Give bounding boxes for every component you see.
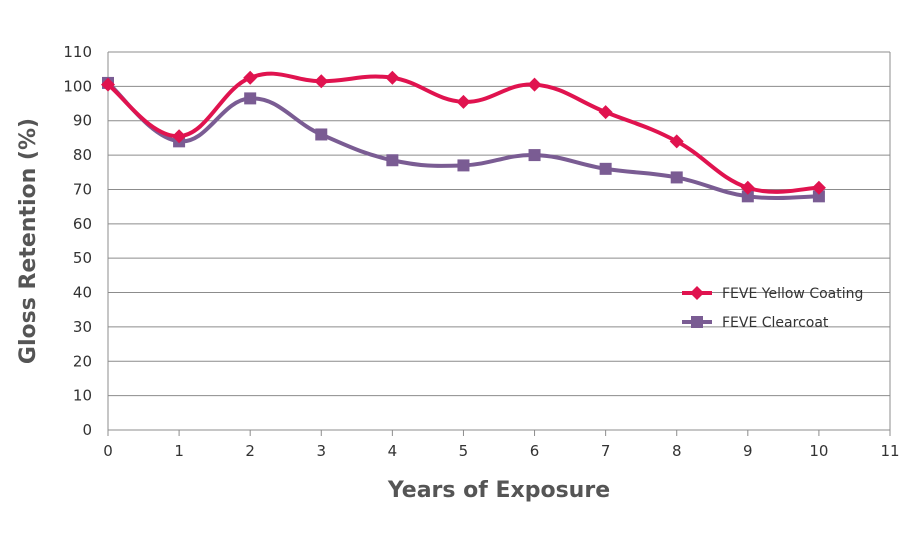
data-point bbox=[669, 134, 684, 149]
y-tick-label: 30 bbox=[73, 318, 92, 336]
legend-marker bbox=[691, 316, 703, 328]
legend: FEVE Yellow Coating FEVE Clearcoat bbox=[682, 286, 863, 331]
x-tick-label: 5 bbox=[459, 442, 469, 460]
y-tick-label: 80 bbox=[73, 146, 92, 164]
data-point bbox=[740, 180, 755, 195]
y-tick-label: 90 bbox=[73, 112, 92, 130]
x-tick-label: 3 bbox=[316, 442, 326, 460]
data-point bbox=[456, 94, 471, 109]
data-point bbox=[528, 149, 541, 162]
y-tick-label: 50 bbox=[73, 249, 92, 267]
y-tick-label: 60 bbox=[73, 215, 92, 233]
legend-item: FEVE Yellow Coating bbox=[682, 286, 863, 302]
y-tick-label: 40 bbox=[73, 284, 92, 302]
y-axis-title: Gloss Retention (%) bbox=[16, 118, 41, 364]
data-point bbox=[243, 70, 258, 85]
series-feve-yellow-coating bbox=[101, 70, 826, 195]
x-tick-label: 7 bbox=[601, 442, 611, 460]
data-point bbox=[457, 159, 470, 172]
x-tick-label: 8 bbox=[672, 442, 682, 460]
data-point bbox=[172, 129, 187, 144]
data-point bbox=[101, 77, 115, 92]
data-point bbox=[315, 128, 328, 141]
x-axis-title: Years of Exposure bbox=[387, 478, 610, 503]
x-tick-label: 1 bbox=[174, 442, 184, 460]
data-point bbox=[527, 77, 542, 92]
data-point bbox=[244, 92, 257, 105]
x-tick-label: 2 bbox=[245, 442, 255, 460]
x-tick-label: 0 bbox=[103, 442, 113, 460]
x-tick-label: 6 bbox=[530, 442, 540, 460]
data-point bbox=[385, 70, 400, 85]
y-tick-label: 100 bbox=[63, 77, 92, 95]
y-tick-label: 10 bbox=[73, 387, 92, 405]
series-line bbox=[106, 71, 821, 194]
y-tick-label: 20 bbox=[73, 352, 92, 370]
axes: 0 10 20 30 40 50 60 70 80 90 100 110 0 1 2 3 4 5 6 7 8 9 10 11 bbox=[63, 43, 899, 460]
x-tick-label: 9 bbox=[743, 442, 753, 460]
x-tick-label: 10 bbox=[809, 442, 828, 460]
legend-marker bbox=[690, 286, 704, 300]
y-tick-label: 110 bbox=[63, 43, 92, 61]
data-point bbox=[741, 190, 754, 203]
data-point bbox=[598, 105, 613, 120]
series-line bbox=[106, 80, 821, 201]
y-tick-label: 0 bbox=[82, 421, 92, 439]
y-tick-label: 70 bbox=[73, 180, 92, 198]
legend-label: FEVE Clearcoat bbox=[722, 315, 829, 331]
legend-item: FEVE Clearcoat bbox=[682, 315, 829, 331]
x-tick-label: 4 bbox=[388, 442, 398, 460]
data-point bbox=[386, 154, 399, 167]
series-layer bbox=[101, 70, 826, 203]
legend-label: FEVE Yellow Coating bbox=[722, 286, 863, 302]
data-point bbox=[670, 171, 683, 184]
data-point bbox=[811, 180, 826, 195]
x-tick-label: 11 bbox=[880, 442, 899, 460]
data-point bbox=[812, 190, 825, 203]
data-point bbox=[314, 74, 329, 89]
data-point bbox=[599, 162, 612, 175]
